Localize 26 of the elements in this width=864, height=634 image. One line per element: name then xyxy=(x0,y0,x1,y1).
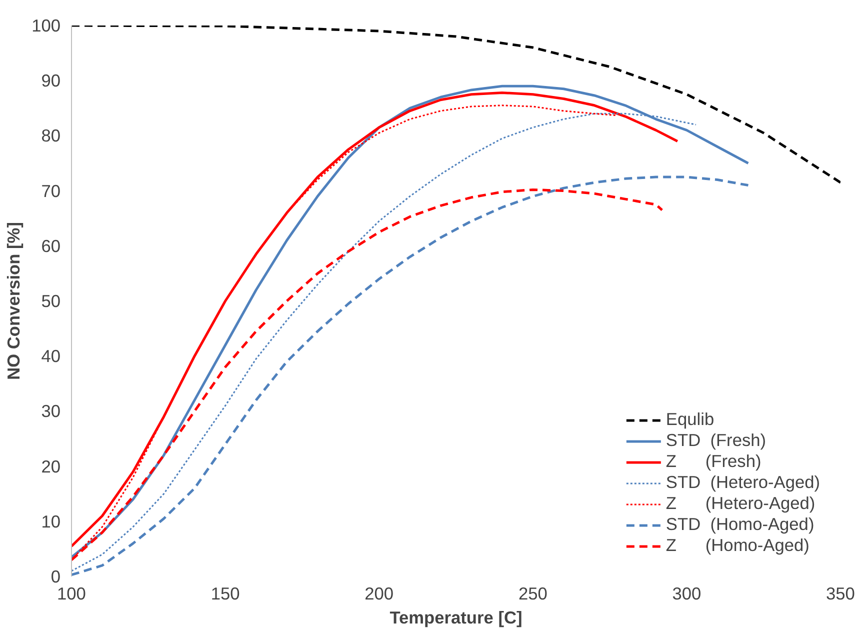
y-tick-label: 30 xyxy=(41,401,61,422)
y-tick-label: 40 xyxy=(41,346,61,366)
y-tick-label: 70 xyxy=(41,180,61,201)
y-tick-label: 20 xyxy=(41,456,61,476)
x-tick-label: 350 xyxy=(826,584,855,604)
legend-label: Equlib xyxy=(666,409,714,430)
y-tick-label: 0 xyxy=(50,566,61,586)
y-tick-label: 80 xyxy=(41,126,61,146)
x-tick-label: 250 xyxy=(518,584,548,604)
legend-label: Z (Homo-Aged) xyxy=(666,535,810,556)
x-tick-label: 300 xyxy=(672,584,702,604)
x-tick-label: 200 xyxy=(364,584,394,604)
y-tick-label: 100 xyxy=(32,16,61,36)
legend-label: STD (Fresh) xyxy=(666,430,766,451)
legend-label: STD (Hetero-Aged) xyxy=(666,472,820,493)
x-tick-label: 150 xyxy=(210,584,240,604)
legend-label: STD (Homo-Aged) xyxy=(666,514,814,535)
legend-label: Z (Hetero-Aged) xyxy=(666,493,816,514)
y-tick-label: 90 xyxy=(41,70,61,91)
legend-label: Z (Fresh) xyxy=(666,451,762,472)
x-tick-label: 100 xyxy=(57,584,86,604)
y-tick-label: 50 xyxy=(41,291,61,311)
y-tick-label: 10 xyxy=(41,511,61,532)
y-tick-label: 60 xyxy=(41,236,61,256)
x-axis-title: Temperature [C] xyxy=(390,608,522,628)
y-axis-title: NO Conversion [%] xyxy=(4,222,24,380)
